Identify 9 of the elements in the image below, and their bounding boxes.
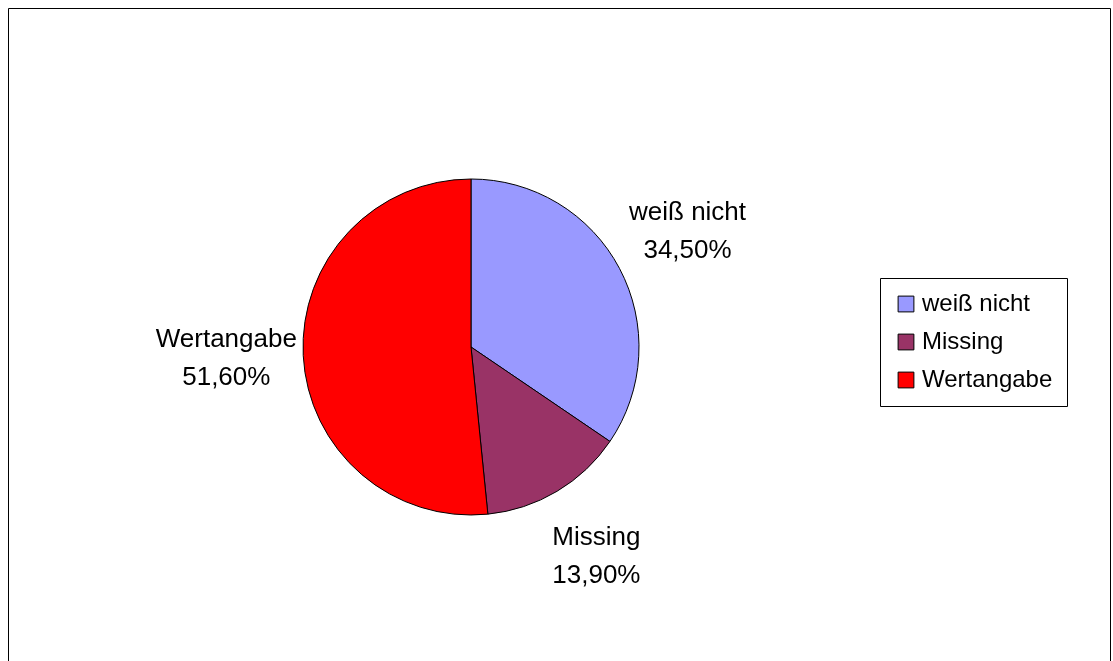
data-label: 51,60% — [182, 361, 271, 392]
slice-label: Wertangabe — [155, 323, 297, 354]
data-label: 13,90% — [552, 559, 641, 590]
slice-label: Missing — [552, 521, 641, 552]
legend-label: weiß nicht — [921, 289, 1031, 316]
data-label: 34,50% — [643, 234, 732, 265]
legend-label: Missing — [922, 327, 1004, 354]
legend-label: Wertangabe — [922, 365, 1053, 392]
slice-label: weiß nicht — [628, 196, 747, 227]
